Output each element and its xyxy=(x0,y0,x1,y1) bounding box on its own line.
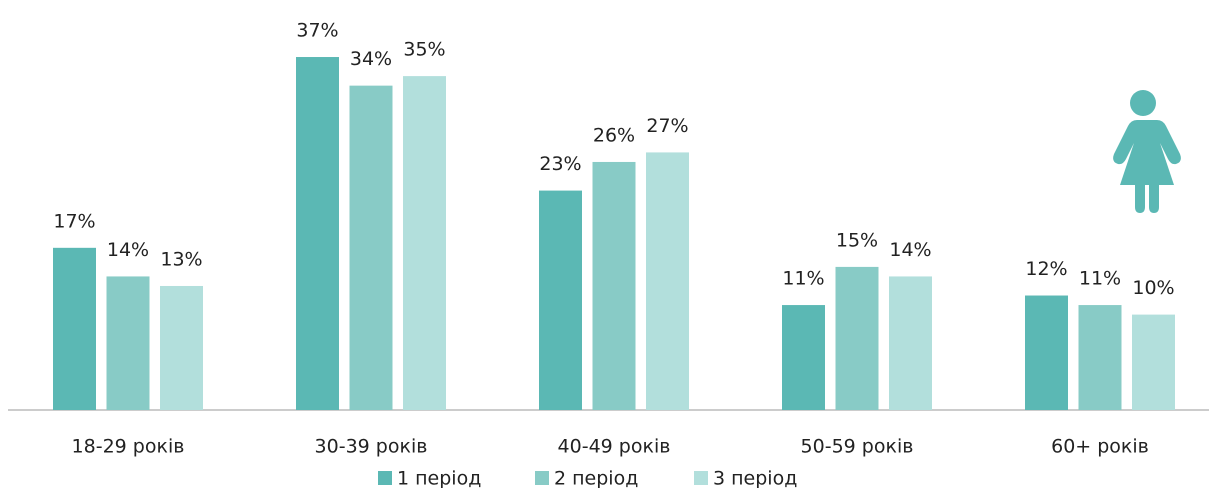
value-label: 10% xyxy=(1132,277,1174,299)
value-label: 11% xyxy=(1079,268,1121,290)
value-label: 23% xyxy=(539,153,581,175)
bar xyxy=(296,57,339,411)
value-label: 34% xyxy=(350,48,392,70)
bar xyxy=(889,276,932,410)
bar xyxy=(1132,314,1175,410)
bar xyxy=(106,276,150,410)
bar xyxy=(835,266,879,410)
value-label: 14% xyxy=(107,239,149,261)
value-label: 12% xyxy=(1025,258,1067,280)
legend-swatch xyxy=(535,471,549,485)
x-tick-label: 30-39 років xyxy=(315,436,428,458)
bar xyxy=(782,305,825,410)
x-tick-label: 18-29 років xyxy=(72,436,185,458)
bar xyxy=(539,190,582,410)
bar xyxy=(160,285,203,410)
value-label: 27% xyxy=(646,115,688,137)
value-label: 37% xyxy=(296,20,338,42)
bar xyxy=(646,152,689,411)
value-label: 14% xyxy=(889,239,931,261)
legend-label: 1 період xyxy=(397,468,481,488)
bar xyxy=(349,85,393,410)
value-label: 13% xyxy=(160,248,202,270)
bar xyxy=(53,247,96,410)
value-label: 26% xyxy=(593,124,635,146)
bar xyxy=(1025,295,1068,410)
value-label: 15% xyxy=(836,229,878,251)
x-tick-label: 40-49 років xyxy=(558,436,671,458)
bar xyxy=(403,76,446,410)
value-label: 35% xyxy=(403,39,445,61)
bar xyxy=(1078,305,1122,410)
x-tick-label: 50-59 років xyxy=(801,436,914,458)
value-label: 17% xyxy=(53,210,95,232)
x-tick-label: 60+ років xyxy=(1051,436,1149,458)
value-label: 11% xyxy=(782,268,824,290)
legend-swatch xyxy=(378,471,392,485)
bar xyxy=(592,161,636,410)
legend-label: 3 період xyxy=(713,468,797,488)
woman-icon xyxy=(1113,90,1181,213)
legend-swatch xyxy=(694,471,708,485)
legend-label: 2 період xyxy=(554,468,638,488)
